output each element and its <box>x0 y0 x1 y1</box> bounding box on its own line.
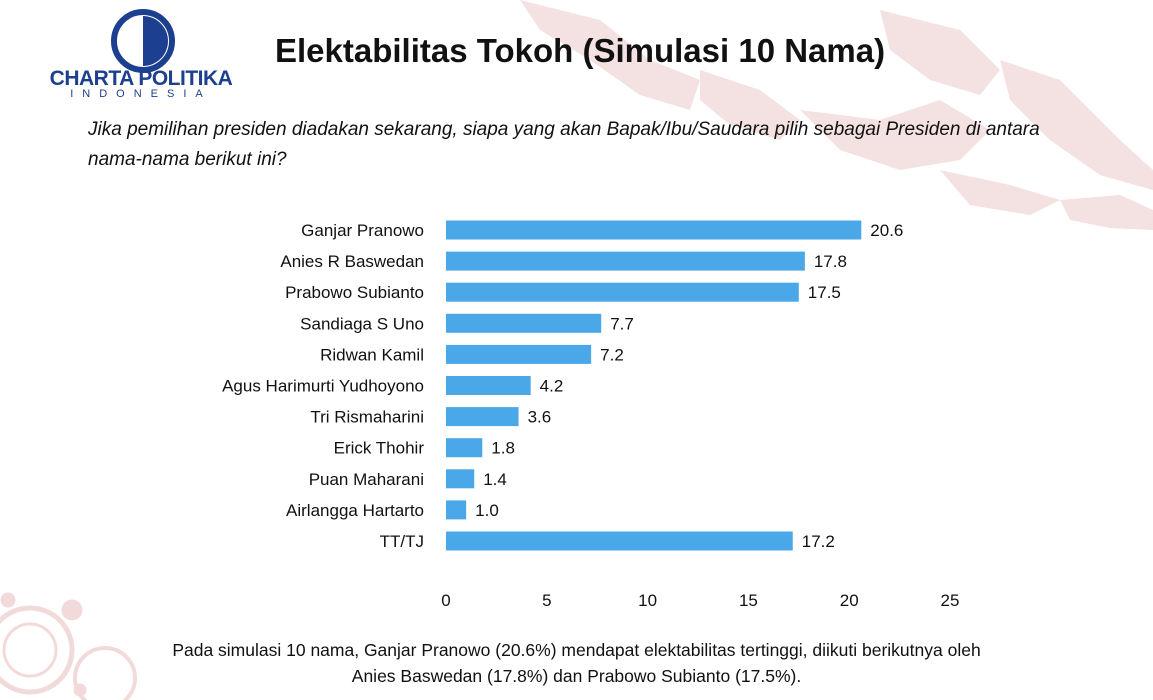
category-label: Sandiaga S Uno <box>300 314 424 333</box>
bar <box>446 407 519 427</box>
category-label: Agus Harimurti Yudhoyono <box>222 377 424 396</box>
category-label: Ganjar Pranowo <box>301 221 424 240</box>
bar <box>446 438 483 458</box>
category-label: Anies R Baswedan <box>280 252 424 271</box>
value-label: 20.6 <box>870 221 903 240</box>
x-tick-label: 15 <box>739 591 758 610</box>
category-label: Erick Thohir <box>334 439 425 458</box>
x-tick-label: 0 <box>441 591 450 610</box>
bar <box>446 220 862 240</box>
value-label: 17.2 <box>802 532 835 551</box>
category-label: Tri Rismaharini <box>310 408 424 427</box>
bar <box>446 376 531 395</box>
bar <box>446 282 799 302</box>
footnote-line-2: Anies Baswedan (17.8%) dan Prabowo Subia… <box>351 666 802 686</box>
bar <box>446 313 602 333</box>
footnote-line-1: Pada simulasi 10 nama, Ganjar Pranowo (2… <box>172 640 981 660</box>
value-label: 17.5 <box>808 283 841 302</box>
footnote: Pada simulasi 10 nama, Ganjar Pranowo (2… <box>60 637 1093 689</box>
bar <box>446 344 592 364</box>
page-title: Elektabilitas Tokoh (Simulasi 10 Nama) <box>275 32 886 69</box>
value-label: 7.2 <box>600 345 624 364</box>
value-label: 1.8 <box>491 439 515 458</box>
bars-group <box>446 220 862 551</box>
category-labels-group: Ganjar Pranowo Anies R Baswedan Prabowo Su… <box>222 221 424 551</box>
category-label: Puan Maharani <box>309 470 424 489</box>
logo-globe-icon <box>111 9 175 73</box>
x-tick-label: 25 <box>941 591 960 610</box>
value-label: 1.0 <box>475 501 499 520</box>
category-label: Ridwan Kamil <box>320 345 424 364</box>
category-label: TT/TJ <box>380 532 424 551</box>
x-tick-label: 10 <box>638 591 657 610</box>
value-label: 17.8 <box>814 252 847 271</box>
value-label: 7.7 <box>610 314 634 333</box>
x-axis-ticks-group: 0 5 10 15 20 25 <box>441 591 959 610</box>
x-tick-label: 5 <box>542 591 551 610</box>
bar <box>446 469 475 489</box>
logo-name: CHARTA POLITIKA <box>49 67 233 90</box>
bar <box>446 531 793 551</box>
category-label: Airlangga Hartarto <box>286 501 424 520</box>
charta-politika-logo: CHARTA POLITIKA INDONESIA <box>22 8 252 100</box>
value-label: 3.6 <box>528 408 552 427</box>
value-label: 1.4 <box>483 470 507 489</box>
bar <box>446 251 805 271</box>
value-labels-group: 20.6 17.8 17.5 7.7 7.2 4.2 3.6 1.8 1.4 1.0 17.2 <box>475 221 903 551</box>
value-label: 4.2 <box>540 377 564 396</box>
bar <box>446 500 467 520</box>
x-tick-label: 20 <box>840 591 859 610</box>
category-label: Prabowo Subianto <box>285 283 424 302</box>
logo-subtitle: INDONESIA <box>70 88 212 100</box>
survey-question: Jika pemilihan presiden diadakan sekaran… <box>88 119 1040 170</box>
